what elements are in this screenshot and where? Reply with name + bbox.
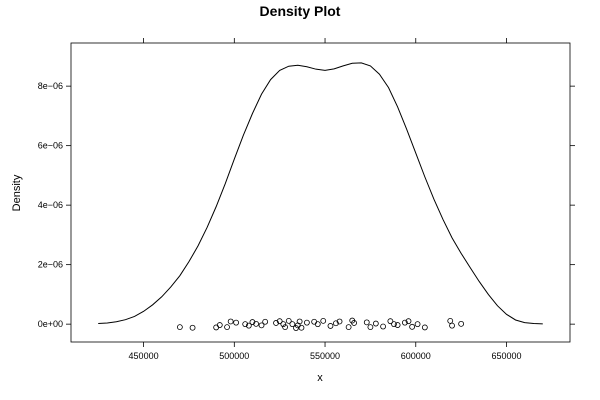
y-tick-label: 2e−06: [38, 260, 63, 270]
rug-point: [311, 318, 318, 325]
rug-point: [233, 319, 240, 326]
rug-point: [320, 317, 327, 324]
rug-point: [276, 318, 283, 325]
rug-point: [447, 317, 454, 324]
plot-frame: [70, 42, 571, 343]
rug-point: [336, 318, 343, 325]
y-axis: 0e+00 2e−06 4e−06 6e−06 8e−06: [38, 81, 575, 329]
rug-point: [387, 318, 394, 325]
x-tick-label: 650000: [491, 351, 521, 361]
chart-title: Density Plot: [260, 3, 341, 19]
rug-point: [345, 324, 352, 331]
y-axis-label: Density: [11, 174, 23, 211]
x-tick-label: 500000: [219, 351, 249, 361]
rug-point: [216, 322, 223, 328]
x-tick-label: 600000: [401, 351, 431, 361]
rug-point: [333, 320, 339, 327]
rug-point: [409, 323, 416, 330]
rug-point: [391, 321, 397, 328]
rug-point: [394, 322, 401, 328]
rug-point: [401, 319, 408, 326]
rug-point: [303, 319, 310, 326]
rug-point: [280, 321, 287, 328]
x-tick-label: 450000: [129, 351, 159, 361]
rug-point: [405, 318, 412, 325]
rug-point: [273, 320, 279, 326]
rug-point: [367, 324, 374, 331]
y-tick-label: 4e−06: [38, 200, 63, 210]
rug-point: [289, 321, 296, 328]
rug-point: [380, 323, 387, 330]
rug-point: [282, 324, 289, 331]
y-tick-label: 8e−06: [38, 81, 63, 91]
rug-point: [327, 323, 334, 329]
rug-point: [258, 322, 265, 329]
rug-point: [285, 317, 292, 324]
rug-point: [351, 320, 357, 326]
x-axis: 450000 500000 550000 600000 650000: [129, 38, 522, 361]
rug-point: [363, 319, 370, 326]
rug-point: [249, 319, 256, 325]
rug-point: [176, 324, 183, 331]
rug-point: [245, 322, 252, 329]
y-tick-label: 6e−06: [38, 141, 63, 151]
rug-point: [189, 324, 196, 331]
rug-point: [458, 320, 465, 327]
x-tick-label: 550000: [310, 351, 340, 361]
rug-point: [421, 324, 428, 331]
y-tick-label: 0e+00: [38, 319, 63, 329]
rug-point: [262, 318, 269, 325]
rug-point: [227, 318, 234, 325]
rug-points: [176, 317, 465, 331]
rug-point: [449, 322, 455, 329]
density-curve: [98, 62, 543, 325]
rug-point: [314, 321, 321, 328]
rug-point: [372, 320, 379, 327]
rug-point: [414, 321, 421, 328]
rug-point: [224, 324, 230, 331]
rug-point: [296, 318, 303, 325]
rug-point: [242, 321, 249, 328]
rug-point: [253, 320, 259, 327]
rug-point: [298, 324, 305, 331]
x-axis-label: x: [317, 372, 323, 384]
rug-point: [213, 324, 220, 331]
